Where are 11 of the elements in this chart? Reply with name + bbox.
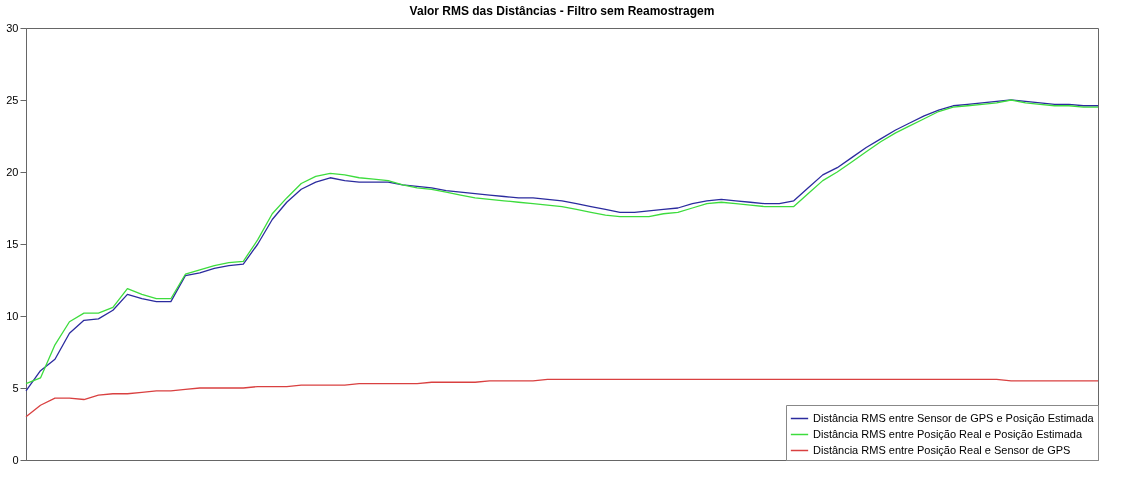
- y-tick-label: 25: [6, 93, 19, 106]
- legend-label: Distância RMS entre Sensor de GPS e Posição Estimada: [813, 411, 1095, 424]
- legend-label: Distância RMS entre Posição Real e Sensor de GPS: [813, 443, 1071, 456]
- y-tick-label: 30: [6, 21, 19, 34]
- y-tick-label: 10: [6, 309, 19, 322]
- y-tick-label: 5: [12, 381, 19, 394]
- legend-label: Distância RMS entre Posição Real e Posição Estimada: [813, 427, 1083, 440]
- y-tick-label: 0: [12, 453, 19, 466]
- chart-title: Valor RMS das Distâncias - Filtro sem Reamostragem: [409, 4, 715, 18]
- y-tick-label: 15: [6, 237, 19, 250]
- y-tick-label: 20: [6, 165, 19, 178]
